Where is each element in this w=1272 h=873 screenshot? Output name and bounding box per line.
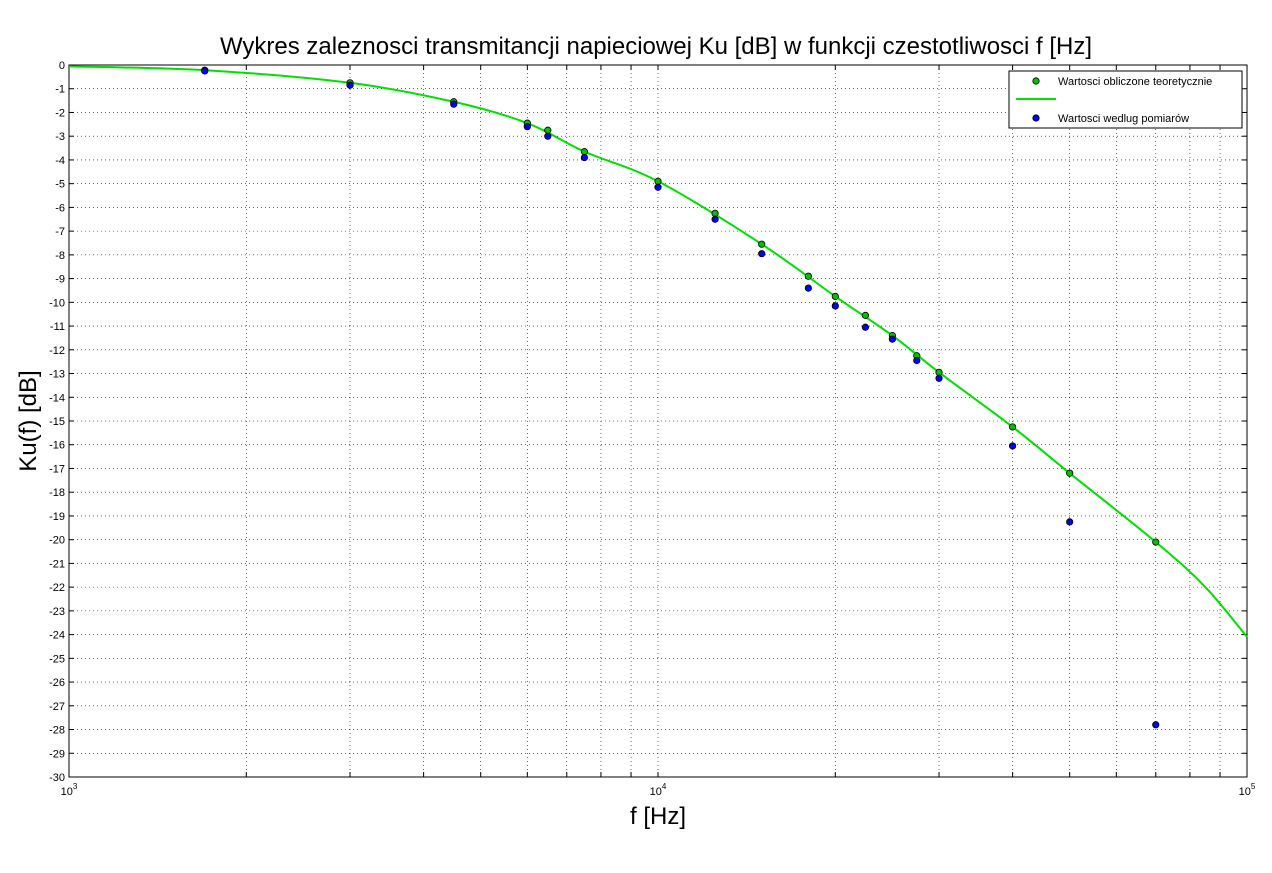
y-tick-label: -3 [55,131,65,143]
point-measured [654,183,662,191]
legend-label-measured: Wartosci wedlug pomiarów [1058,113,1189,125]
y-tick-label: -30 [49,772,65,784]
point-theoretical [580,148,589,156]
point-theoretical [831,292,839,300]
point-measured [861,323,870,331]
point-measured [913,356,921,365]
point-measured [201,67,209,75]
chart-title: Wykres zaleznosci transmitancji napiecio… [220,33,1092,60]
y-tick-label: 0 [59,60,65,72]
grid [69,65,1247,777]
point-measured [450,100,458,108]
x-tick-label: 104 [650,782,667,798]
y-tick-label: -2 [55,107,65,119]
y-tick-label: -17 [49,463,65,475]
y-tick-label: -22 [49,582,65,594]
y-tick-label: -1 [55,84,65,96]
y-tick-label: -13 [49,369,65,381]
y-tick-label: -27 [49,701,65,713]
point-theoretical [654,177,662,185]
legend-label-theoretical: Wartosci obliczone teoretycznie [1058,76,1212,88]
legend: Wartosci obliczone teoretycznie Wartosci… [1008,70,1243,129]
point-theoretical [711,209,719,217]
y-tick-label: -20 [49,535,65,547]
point-measured [580,153,589,162]
y-tick-label: -4 [55,155,65,167]
y-tick-label: -18 [49,487,65,499]
point-theoretical [544,126,552,134]
y-tick-label: -23 [49,606,65,618]
y-tick-label: -19 [49,511,65,523]
point-measured [1152,721,1160,729]
point-measured [1066,518,1074,526]
y-tick-label: -14 [49,392,65,404]
point-measured [544,132,552,140]
point-measured [935,374,943,382]
y-tick-label: -28 [49,725,65,737]
point-theoretical [758,240,766,248]
point-theoretical [1152,538,1160,546]
point-theoretical [1066,469,1074,477]
x-axis-label: f [Hz] [630,803,686,830]
y-tick-label: -21 [49,558,65,570]
point-measured [1009,442,1017,450]
y-tick-label: -29 [49,748,65,760]
y-tick-label: -8 [55,250,65,262]
y-tick-label: -15 [49,416,65,428]
y-axis-label: Ku(f) [dB] [15,370,42,471]
point-theoretical [804,272,812,280]
point-measured [711,215,719,223]
y-tick-label: -25 [49,653,65,665]
y-tick-label: -5 [55,179,65,191]
y-tick-label: -16 [49,440,65,452]
y-tick-label: -10 [49,297,65,309]
y-tick-label: -6 [55,202,65,214]
point-measured [758,250,766,258]
y-tick-label: -12 [49,345,65,357]
y-tick-label: -7 [55,226,65,238]
legend-marker-measured [1032,114,1040,122]
point-measured [523,123,531,131]
axis-ticks: 0 -1 -2 -3 -4 -5 -6 -7 -8 -9 -10 -11 -12 -13 -14 -15 -16… [49,60,1256,798]
point-theoretical [861,311,870,319]
legend-marker-theoretical [1032,77,1040,85]
point-measured [888,335,896,343]
point-measured [804,284,812,292]
y-tick-label: -24 [49,630,65,642]
point-measured [346,81,354,89]
x-tick-label: 105 [1239,782,1256,798]
y-tick-label: -9 [55,274,65,286]
series [68,65,1248,729]
y-tick-label: -26 [49,677,65,689]
point-theoretical [1009,423,1017,431]
y-tick-label: -11 [50,321,65,333]
x-tick-label: 103 [61,782,78,798]
point-theoretical [935,368,943,376]
point-measured [831,302,839,310]
